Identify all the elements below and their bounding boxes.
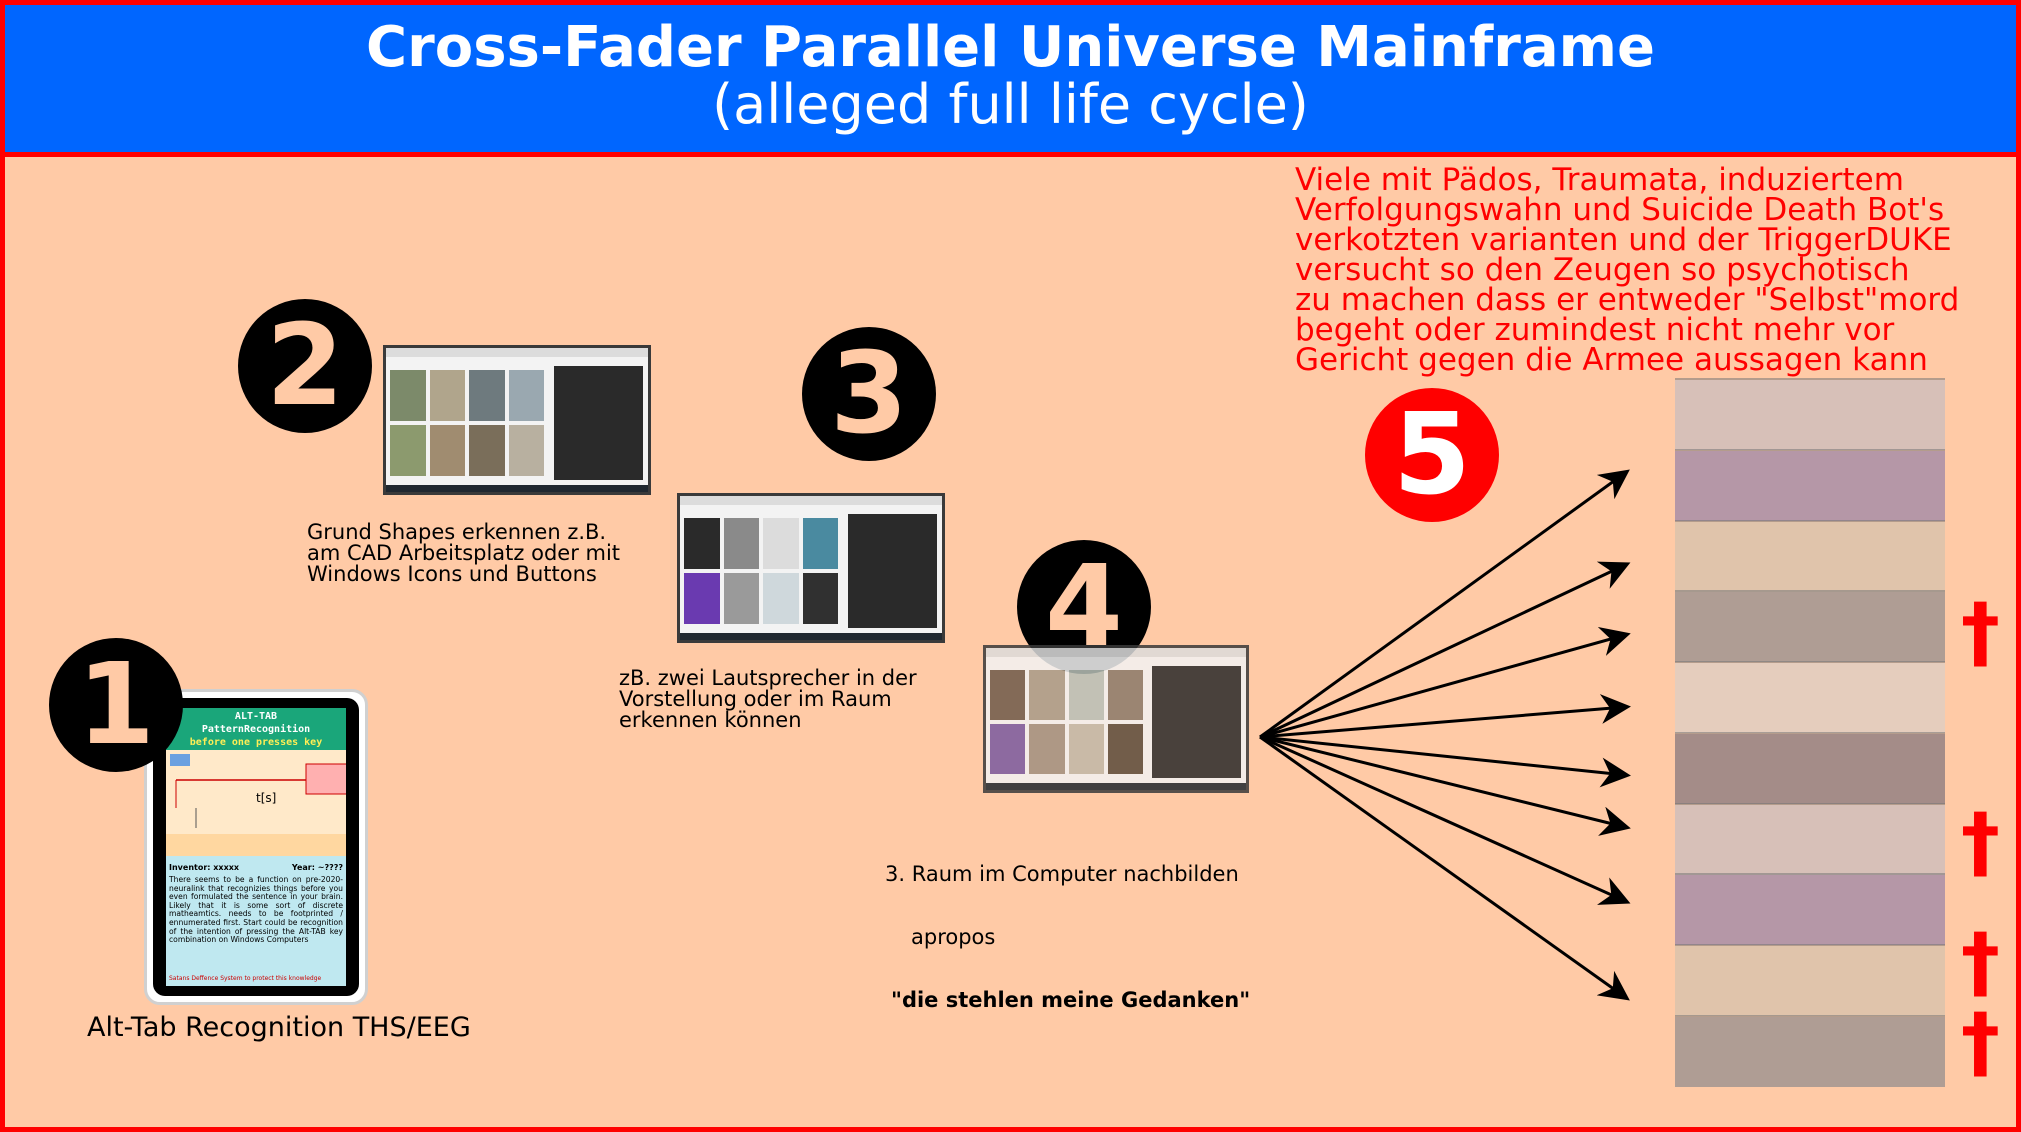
card-inventor-label: Inventor: xxxxx xyxy=(169,863,240,872)
stacked-screenshot xyxy=(1675,873,1945,946)
card-timeline-graphic: t[s] xyxy=(166,750,346,856)
screenshot-image-search-shapes xyxy=(383,345,651,495)
card-window-icon xyxy=(170,754,190,766)
thumbnail-image xyxy=(763,518,799,569)
stacked-screenshot xyxy=(1675,1015,1945,1087)
stacked-screenshot xyxy=(1675,590,1945,663)
stacked-screenshot xyxy=(1675,661,1945,734)
stacked-screenshot xyxy=(1675,944,1945,1017)
thumbnail-image xyxy=(429,425,466,476)
thumbnail-image xyxy=(802,518,839,569)
cross-icon-4: † xyxy=(1961,998,2000,1088)
taskbar xyxy=(386,485,648,492)
card-title-line3: before one presses key xyxy=(189,737,323,748)
card-footer-text: Satans Deffence System to protect this k… xyxy=(169,975,322,982)
cross-icon-3: † xyxy=(1961,918,2000,1008)
thumbnail-image xyxy=(1068,724,1104,774)
card-timeline-figure: t[s] xyxy=(166,750,346,856)
thumbnail-image xyxy=(429,370,466,421)
card-phone-frame: ALT-TAB PatternRecognition before one pr… xyxy=(153,698,359,996)
arrow-4 xyxy=(1259,694,1631,739)
thumbnail-image xyxy=(1107,670,1144,720)
thumbnail-image xyxy=(1107,724,1144,774)
cross-icon-2: † xyxy=(1961,798,2000,888)
thumbnail-image xyxy=(469,425,505,476)
thumbnail-image xyxy=(684,573,720,624)
page-subtitle: (alleged full life cycle) xyxy=(712,73,1309,136)
step-2-number: 2 xyxy=(266,301,344,431)
cross-icon-1: † xyxy=(1961,588,2000,678)
step-2-caption: Grund Shapes erkennen z.B. am CAD Arbeit… xyxy=(307,520,621,586)
thumbnail-image xyxy=(763,573,799,624)
arrow-2 xyxy=(1259,561,1631,739)
arrow-8 xyxy=(1259,735,1630,1001)
step-4-caption-line2: apropos xyxy=(911,925,996,949)
browser-tab-bar xyxy=(386,348,648,357)
preview-panel xyxy=(1152,666,1241,778)
arrow-1 xyxy=(1259,469,1630,739)
step-3-badge: 3 xyxy=(802,327,936,461)
step-5-badge: 5 xyxy=(1365,388,1499,522)
thumbnail-image xyxy=(684,518,720,569)
step-5-number: 5 xyxy=(1393,390,1471,520)
screenshot-faded-room xyxy=(983,645,1249,793)
step-4-caption-line1: 3. Raum im Computer nachbilden xyxy=(885,862,1239,886)
svg-text:t[s]: t[s] xyxy=(256,791,276,805)
card-inventor: Inventor: xxxxx Year: ~???? xyxy=(169,863,343,872)
card-title-line2: PatternRecognition xyxy=(201,724,311,735)
preview-panel xyxy=(553,366,643,480)
step-1-number: 1 xyxy=(77,640,155,770)
warning-text: Viele mit Pädos, Traumata, induziertem V… xyxy=(1295,162,1960,378)
card-body-text: There seems to be a function on pre-2020… xyxy=(169,875,343,945)
preview-panel xyxy=(847,514,937,628)
thumbnail-image xyxy=(469,370,505,421)
header-banner: Cross-Fader Parallel Universe Mainframe … xyxy=(5,5,2016,157)
page-title: Cross-Fader Parallel Universe Mainframe xyxy=(366,15,1655,80)
taskbar xyxy=(986,783,1246,790)
step-4-caption: 3. Raum im Computer nachbilden apropos "… xyxy=(885,822,1250,1053)
card-title-line1: ALT-TAB xyxy=(234,711,278,722)
arrow-6 xyxy=(1259,735,1631,836)
fan-out-arrows xyxy=(1259,469,1631,1001)
step-3-number: 3 xyxy=(830,329,908,459)
thumbnail-image xyxy=(390,370,426,421)
step-3-caption: zB. zwei Lautsprecher in der Vorstellung… xyxy=(619,666,917,732)
browser-tab-bar xyxy=(986,648,1246,657)
card-year-label: Year: ~???? xyxy=(291,863,343,872)
taskbar xyxy=(680,633,942,640)
thumbnail-image xyxy=(990,670,1026,720)
arrow-7 xyxy=(1259,735,1631,905)
step-4-caption-bold: "die stehlen meine Gedanken" xyxy=(891,988,1251,1012)
thumbnail-image xyxy=(1029,724,1065,774)
thumbnail-image xyxy=(508,425,545,476)
alt-tab-card: ALT-TAB PatternRecognition before one pr… xyxy=(144,689,368,1005)
thumbnail-image xyxy=(508,370,545,421)
arrow-5 xyxy=(1259,735,1631,788)
arrow-3 xyxy=(1259,627,1631,739)
stacked-screenshot xyxy=(1675,448,1945,521)
parallel-universe-screenshot-stack xyxy=(1675,378,1945,1087)
screenshot-image-search-speakers xyxy=(677,493,945,643)
step-1-caption: Alt-Tab Recognition THS/EEG xyxy=(87,1012,471,1043)
stacked-screenshot xyxy=(1675,378,1945,450)
card-screen: ALT-TAB PatternRecognition before one pr… xyxy=(166,708,346,986)
step-4-number: 4 xyxy=(1045,542,1123,672)
card-title: ALT-TAB PatternRecognition before one pr… xyxy=(166,708,346,750)
step-2-badge: 2 xyxy=(238,299,372,433)
thumbnail-image xyxy=(390,425,426,476)
thumbnail-image xyxy=(723,518,760,569)
browser-tab-bar xyxy=(680,496,942,505)
step-1-badge: 1 xyxy=(49,638,183,772)
stacked-screenshot xyxy=(1675,731,1945,804)
thumbnail-image xyxy=(1068,670,1104,720)
thumbnail-image xyxy=(990,724,1026,774)
stacked-screenshot xyxy=(1675,802,1945,875)
thumbnail-image xyxy=(723,573,760,624)
thumbnail-image xyxy=(1029,670,1065,720)
stacked-screenshot xyxy=(1675,519,1945,592)
thumbnail-image xyxy=(802,573,839,624)
